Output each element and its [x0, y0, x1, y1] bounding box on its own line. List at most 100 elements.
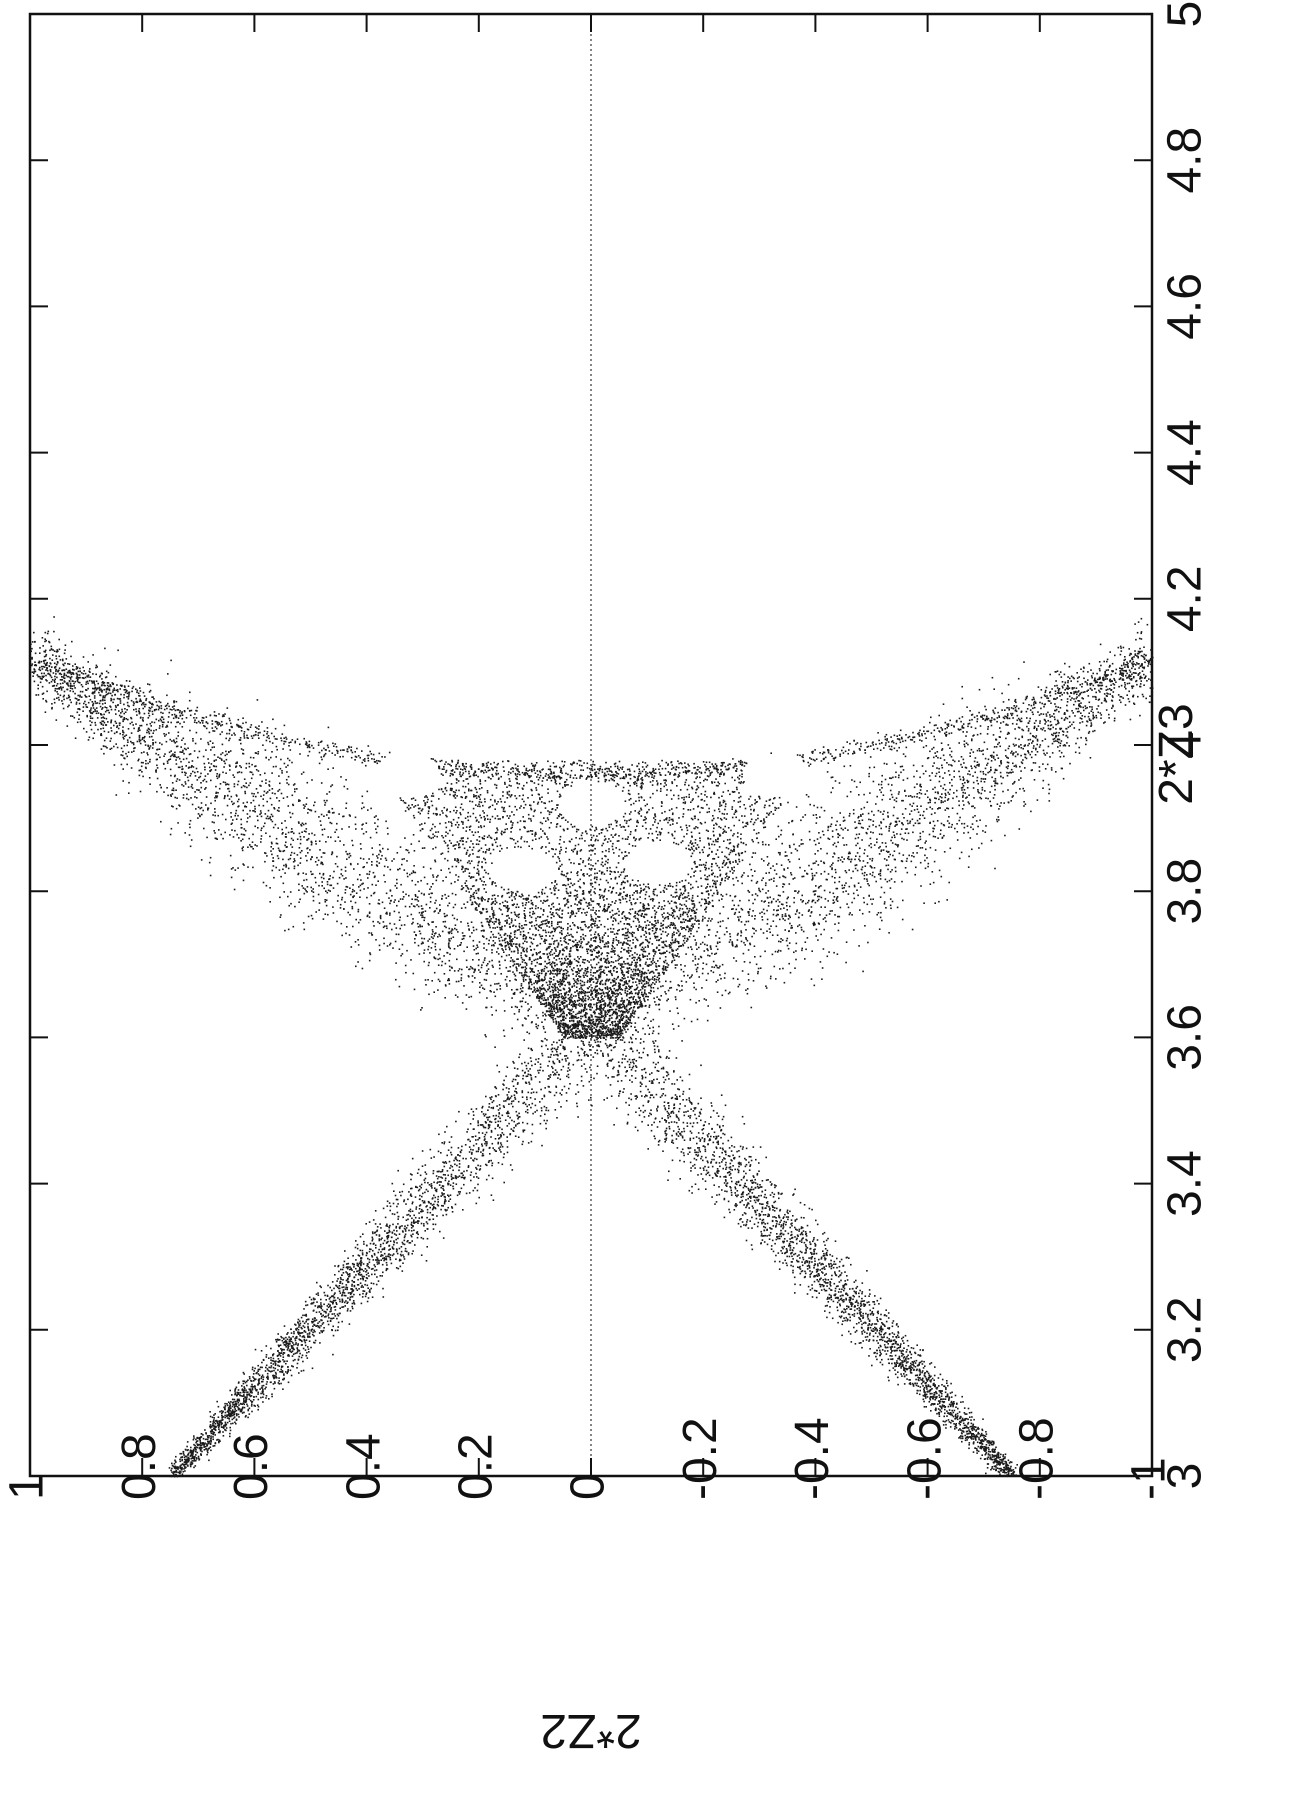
data-point: [409, 1215, 411, 1217]
data-point: [541, 1054, 544, 1057]
data-point: [506, 1125, 509, 1127]
data-point: [251, 1400, 254, 1403]
data-point: [289, 1340, 291, 1342]
data-point: [673, 1104, 675, 1107]
data-point: [241, 1408, 243, 1411]
data-point: [347, 1257, 349, 1259]
data-point: [895, 1324, 898, 1326]
data-point: [760, 1242, 762, 1245]
data-point: [732, 1165, 734, 1167]
data-point: [541, 1040, 544, 1043]
data-point: [379, 1243, 382, 1246]
data-point: [268, 1370, 271, 1372]
data-point: [948, 1421, 951, 1423]
data-point: [308, 1329, 310, 1332]
data-point: [961, 1440, 963, 1443]
data-point: [404, 1230, 407, 1232]
data-point: [382, 1287, 384, 1290]
data-point: [381, 1275, 383, 1277]
data-point: [831, 1255, 834, 1257]
data-point: [981, 1439, 984, 1441]
data-point: [619, 1090, 621, 1093]
data-point: [300, 1326, 302, 1329]
data-point: [751, 1248, 754, 1251]
data-point: [348, 1275, 350, 1278]
data-point: [294, 1358, 296, 1361]
data-point: [923, 1380, 925, 1383]
data-point: [244, 1416, 247, 1418]
data-point: [715, 1174, 718, 1177]
data-point: [778, 1214, 780, 1217]
data-point: [190, 1452, 193, 1455]
data-point: [961, 1417, 964, 1420]
data-point: [239, 1410, 242, 1412]
data-point: [503, 1084, 505, 1086]
data-point: [477, 1122, 479, 1124]
data-point: [398, 1226, 401, 1229]
data-point: [681, 1079, 684, 1082]
data-point: [229, 1432, 231, 1435]
data-point: [328, 1298, 331, 1300]
data-point: [874, 1323, 876, 1325]
data-point: [507, 1115, 509, 1117]
data-point: [219, 1430, 221, 1432]
data-point: [222, 1435, 225, 1437]
data-point: [632, 1065, 635, 1068]
data-point: [225, 1429, 227, 1432]
data-point: [195, 1440, 198, 1443]
data-point: [735, 1203, 737, 1205]
data-point: [285, 1342, 288, 1345]
data-point: [346, 1288, 348, 1291]
data-point: [473, 1176, 475, 1178]
data-point: [954, 1424, 957, 1426]
data-point: [503, 1153, 505, 1155]
data-point: [754, 1187, 757, 1189]
data-point: [980, 1447, 983, 1450]
data-point: [617, 1069, 619, 1072]
data-point: [225, 1415, 228, 1418]
data-point: [809, 1276, 811, 1278]
data-point: [955, 1424, 957, 1427]
data-point: [383, 1239, 386, 1242]
data-point: [980, 1432, 983, 1435]
data-point: [516, 1083, 519, 1085]
data-point: [948, 1403, 951, 1406]
data-point: [998, 1467, 1000, 1470]
data-point: [287, 1347, 289, 1350]
data-point: [513, 1126, 515, 1129]
data-point: [841, 1334, 843, 1337]
data-point: [831, 1264, 833, 1266]
data-point: [637, 1129, 639, 1132]
data-point: [454, 1203, 457, 1206]
data-point: [804, 1272, 807, 1275]
data-point: [979, 1447, 981, 1449]
data-point: [704, 1146, 706, 1148]
data-point: [200, 1436, 202, 1438]
data-point: [734, 1192, 736, 1194]
data-point: [568, 1069, 571, 1071]
data-point: [584, 1068, 587, 1070]
data-point: [958, 1411, 961, 1413]
data-point: [825, 1239, 828, 1242]
data-point: [216, 1439, 218, 1441]
data-point: [858, 1317, 861, 1320]
data-point: [942, 1424, 945, 1426]
data-point: [869, 1309, 871, 1312]
data-point: [280, 1368, 282, 1371]
data-point: [341, 1282, 344, 1285]
data-point: [444, 1177, 447, 1180]
data-point: [264, 1388, 266, 1390]
data-point: [544, 1087, 546, 1089]
data-point: [455, 1120, 457, 1123]
data-point: [226, 1404, 229, 1407]
data-point: [180, 1471, 182, 1473]
data-point: [477, 1138, 479, 1141]
data-point: [688, 1147, 690, 1150]
data-point: [814, 1244, 817, 1246]
data-point: [238, 1404, 240, 1406]
data-point: [203, 1449, 206, 1451]
data-point: [501, 1132, 504, 1134]
data-point: [696, 1155, 699, 1157]
data-point: [775, 1226, 777, 1228]
data-point: [235, 1403, 238, 1406]
